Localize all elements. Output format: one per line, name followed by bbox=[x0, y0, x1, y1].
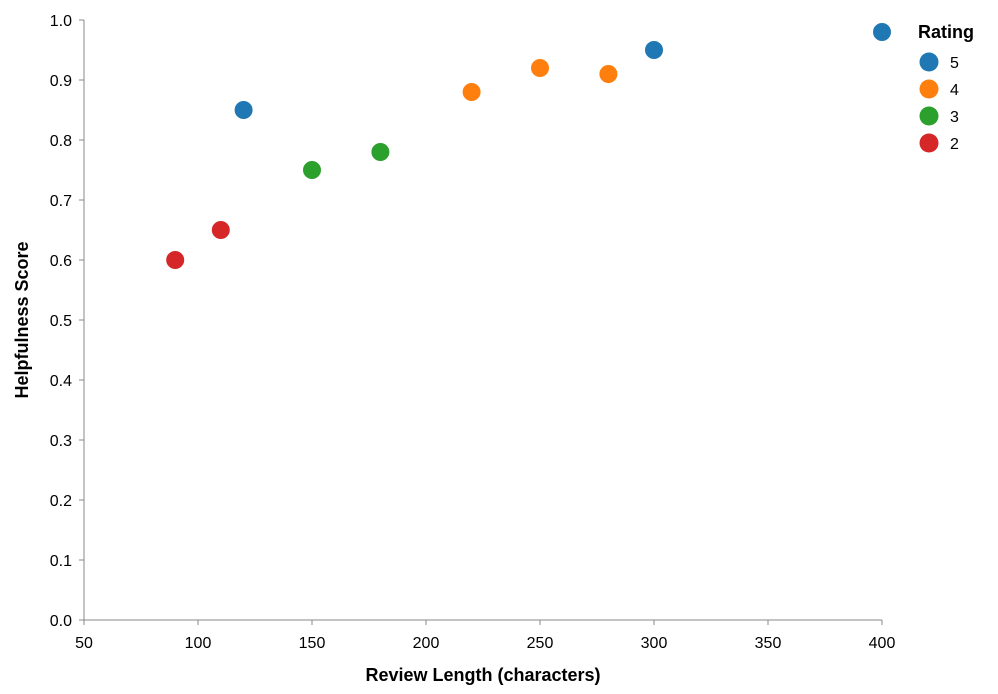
data-point-rating-5 bbox=[644, 40, 664, 60]
legend-symbol bbox=[919, 52, 939, 72]
data-point-rating-5 bbox=[872, 22, 892, 42]
y-axis: 0.0 0.1 0.2 0.3 0.4 0.5 0.6 0.7 0.8 0.9 1.0 bbox=[50, 13, 85, 630]
data-point-rating-4 bbox=[530, 58, 550, 78]
legend-title: Rating bbox=[918, 22, 974, 42]
x-axis-title: Review Length (characters) bbox=[365, 665, 600, 685]
y-tick-label: 0.6 bbox=[50, 253, 72, 270]
y-tick-label: 0.5 bbox=[50, 313, 72, 330]
x-tick-label: 350 bbox=[755, 635, 782, 652]
x-tick-label: 250 bbox=[527, 635, 554, 652]
data-points bbox=[165, 22, 892, 270]
legend-symbol bbox=[919, 133, 939, 153]
y-tick-label: 0.3 bbox=[50, 433, 72, 450]
x-tick-label: 100 bbox=[185, 635, 212, 652]
data-point-rating-3 bbox=[370, 142, 391, 162]
legend-symbol bbox=[919, 79, 939, 99]
y-tick-label: 1.0 bbox=[50, 13, 72, 30]
legend-label: 2 bbox=[950, 136, 959, 153]
x-tick-label: 50 bbox=[75, 635, 93, 652]
x-axis: 50 100 150 200 250 300 350 400 bbox=[75, 619, 896, 652]
y-axis-title: Helpfulness Score bbox=[12, 241, 32, 398]
x-tick-label: 400 bbox=[869, 635, 896, 652]
data-point-rating-4 bbox=[598, 64, 619, 84]
y-tick-label: 0.4 bbox=[50, 373, 72, 390]
legend-symbol bbox=[919, 106, 939, 126]
legend-label: 5 bbox=[950, 55, 959, 72]
y-tick-label: 0.9 bbox=[50, 73, 72, 90]
legend-label: 4 bbox=[950, 82, 959, 99]
y-tick-label: 0.7 bbox=[50, 193, 72, 210]
data-point-rating-4 bbox=[461, 82, 482, 102]
data-point-rating-2 bbox=[165, 250, 186, 270]
x-tick-label: 300 bbox=[641, 635, 668, 652]
x-tick-label: 200 bbox=[413, 635, 440, 652]
data-point-rating-3 bbox=[302, 160, 322, 180]
legend: Rating 5 4 3 2 bbox=[918, 22, 974, 153]
data-point-rating-5 bbox=[233, 100, 254, 120]
y-tick-label: 0.8 bbox=[50, 133, 72, 150]
legend-label: 3 bbox=[950, 109, 959, 126]
y-tick-label: 0.1 bbox=[50, 553, 72, 570]
y-tick-label: 0.0 bbox=[50, 613, 72, 630]
y-tick-label: 0.2 bbox=[50, 493, 72, 510]
x-tick-label: 150 bbox=[299, 635, 326, 652]
data-point-rating-2 bbox=[210, 220, 231, 240]
